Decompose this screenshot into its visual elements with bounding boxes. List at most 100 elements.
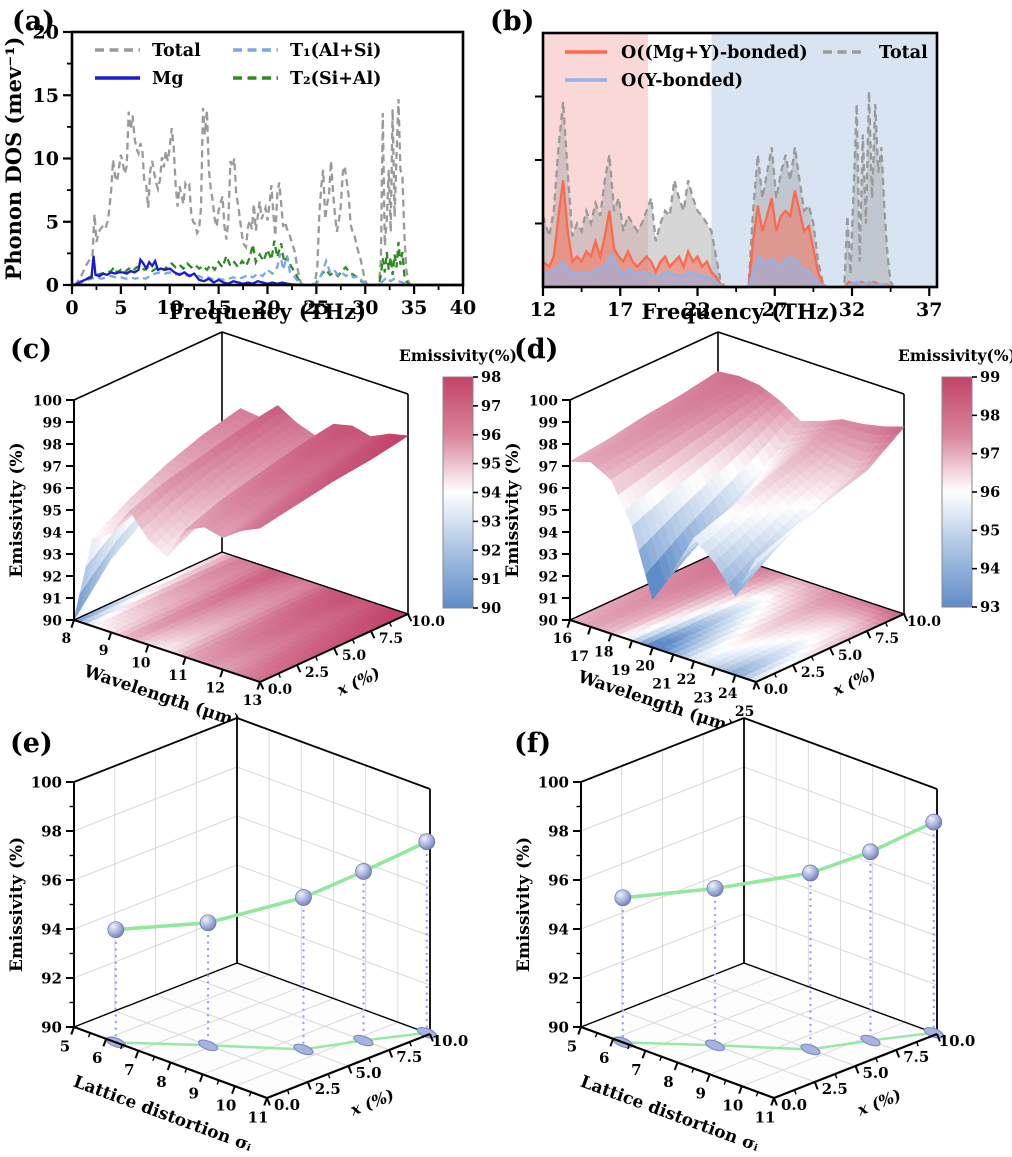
legend-label-2: Total <box>879 43 928 63</box>
z-axis-title: Emissivity (%) <box>514 837 534 972</box>
panel-b-label: (b) <box>490 6 535 37</box>
y-axis-title: Phonon DOS (mev⁻¹) <box>1 37 26 281</box>
series-O((Mg+Y)-bonded) <box>542 180 937 289</box>
colorbar-tick-label: 95 <box>481 456 501 473</box>
z-tick-label: 92 <box>41 970 62 988</box>
panel-b-chart: 12 17 22 27 32 37 Frequency (THz) O((Mg+Y)-bond… <box>530 31 943 324</box>
y-tick-label: 10.0 <box>411 614 445 630</box>
x-tick-label: 6 <box>599 1049 609 1067</box>
colorbar <box>442 376 474 609</box>
z-tick-label: 98 <box>43 438 62 454</box>
x-tick-label: 13 <box>243 693 262 709</box>
y-axis-title: x (%) <box>854 1085 904 1120</box>
x-tick-label: 37 <box>916 299 942 321</box>
z-tick-label: 91 <box>539 592 558 608</box>
y-tick-label: 0 <box>46 275 59 297</box>
y-tick-label: 0.0 <box>268 682 293 698</box>
x-tick-label: 19 <box>611 663 630 679</box>
z-tick-label: 99 <box>539 416 558 432</box>
y-tick-label: 7.5 <box>875 631 899 647</box>
x-tick-label: 30 <box>352 297 378 319</box>
z-tick-label: 91 <box>43 592 62 608</box>
colorbar-tick-label: 98 <box>980 407 1000 424</box>
colorbar-tick-label: 99 <box>980 369 1000 386</box>
panel-c-label: (c) <box>10 334 52 365</box>
y-tick-label: 2.5 <box>801 665 825 681</box>
x-tick-label: 5 <box>60 1037 70 1055</box>
y-tick-label: 2.5 <box>305 665 329 681</box>
z-tick-label: 95 <box>539 504 558 520</box>
x-tick-label: 11 <box>755 1108 776 1126</box>
y-tick-label: 5.0 <box>838 648 863 664</box>
series-T₂(Si+Al) <box>76 240 463 287</box>
x-tick-label: 11 <box>248 1108 269 1126</box>
z-tick-label: 90 <box>43 614 63 630</box>
z-tick-label: 100 <box>33 394 62 410</box>
z-tick-label: 95 <box>43 504 62 520</box>
legend-label-1: O(Y-bonded) <box>621 71 743 91</box>
z-tick-label: 98 <box>41 823 62 841</box>
x-tick-label: 15 <box>205 297 231 319</box>
x-tick-label: 8 <box>663 1073 673 1091</box>
legend-label-0: Total <box>152 41 201 61</box>
data-point <box>802 864 819 882</box>
y-axis-title: x (%) <box>829 663 879 700</box>
z-tick-label: 90 <box>539 614 559 630</box>
y-tick-label: 10 <box>33 148 59 170</box>
z-tick-label: 96 <box>548 872 569 890</box>
y-tick-label: 7.5 <box>903 1048 929 1066</box>
y-tick-label: 5.0 <box>862 1064 888 1082</box>
y-tick-label: 20 <box>33 22 59 44</box>
colorbar-tick-label: 98 <box>481 369 501 386</box>
z-tick-label: 97 <box>539 460 558 476</box>
z-tick-label: 94 <box>41 921 62 939</box>
colorbar-tick-label: 97 <box>980 446 1000 463</box>
colorbar-tick-label: 95 <box>980 522 1000 539</box>
x-axis-title: Frequency (THz) <box>169 299 366 324</box>
panel-c-chart: 8 9 10 11 12 13 0.0 2.5 5.0 7.5 10.0 90 91 92 93 94 95 96… <box>7 331 517 732</box>
z-tick-label: 92 <box>43 570 62 586</box>
x-tick-label: 12 <box>530 299 556 321</box>
z-tick-label: 94 <box>43 526 63 542</box>
z-tick-label: 99 <box>43 416 62 432</box>
x-tick-label: 21 <box>652 677 671 693</box>
x-tick-label: 9 <box>99 643 109 659</box>
x-tick-label: 10 <box>131 656 151 672</box>
colorbar-tick-label: 96 <box>481 427 501 444</box>
x-tick-label: 18 <box>594 645 613 661</box>
z-tick-label: 90 <box>548 1019 569 1037</box>
z-tick-label: 92 <box>539 570 558 586</box>
x-tick-label: 8 <box>156 1073 166 1091</box>
data-point <box>418 833 436 851</box>
x-tick-label: 10 <box>722 1097 743 1115</box>
x-tick-label: 0 <box>65 297 78 319</box>
x-tick-label: 10 <box>157 297 183 319</box>
x-tick-label: 7 <box>124 1061 134 1079</box>
z-tick-label: 93 <box>43 548 62 564</box>
panel-f-chart: 5678910110.02.55.07.510.09092949698100La… <box>514 717 975 1156</box>
x-tick-label: 10 <box>215 1097 236 1115</box>
x-tick-label: 35 <box>401 297 427 319</box>
z-tick-label: 94 <box>539 526 559 542</box>
colorbar-title: Emissivity(%) <box>898 346 1012 365</box>
z-tick-label: 93 <box>539 548 558 564</box>
floor-marker <box>860 1034 881 1047</box>
z-axis-title: Emissivity (%) <box>503 442 523 577</box>
data-point <box>925 813 943 831</box>
z-tick-label: 92 <box>548 970 569 988</box>
x-tick-label: 5 <box>114 297 127 319</box>
colorbar-tick-label: 93 <box>980 599 1000 616</box>
x-tick-label: 9 <box>188 1085 198 1103</box>
y-tick-label: 7.5 <box>379 631 403 647</box>
panel-d-label: (d) <box>514 334 559 365</box>
z-tick-label: 100 <box>31 774 62 792</box>
colorbar-tick-label: 94 <box>980 561 1000 578</box>
z-axis-title: Emissivity (%) <box>7 442 27 577</box>
x-tick-label: 7 <box>631 1061 641 1079</box>
x-tick-label: 25 <box>303 297 329 319</box>
x-axis-title: Frequency (THz) <box>641 299 838 324</box>
z-tick-label: 98 <box>548 823 569 841</box>
colorbar-tick-label: 97 <box>481 398 501 415</box>
colorbar-tick-label: 91 <box>481 571 501 588</box>
